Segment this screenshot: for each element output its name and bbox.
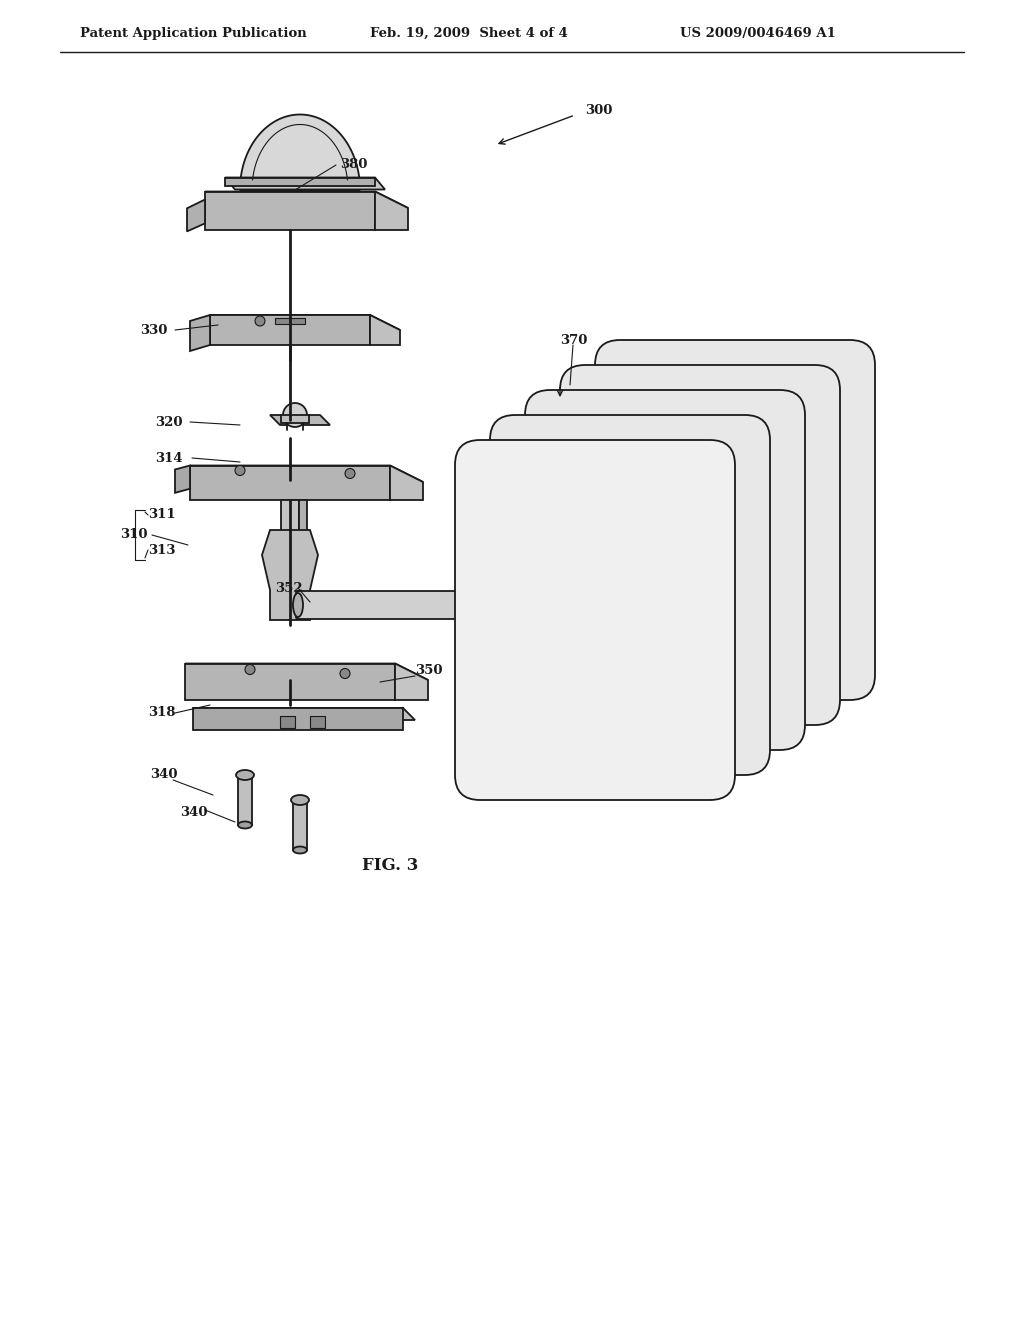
- Ellipse shape: [293, 593, 303, 616]
- Polygon shape: [185, 664, 428, 680]
- FancyBboxPatch shape: [560, 366, 840, 725]
- Polygon shape: [262, 531, 318, 620]
- Text: 380: 380: [340, 158, 368, 172]
- Polygon shape: [375, 191, 408, 230]
- Text: 310: 310: [120, 528, 147, 541]
- Ellipse shape: [238, 821, 252, 829]
- Polygon shape: [225, 177, 385, 190]
- Text: 370: 370: [560, 334, 588, 346]
- Text: FIG. 3: FIG. 3: [361, 857, 418, 874]
- Bar: [238, 775, 252, 825]
- Bar: [299, 500, 307, 540]
- Polygon shape: [210, 315, 370, 345]
- Text: 300: 300: [585, 103, 612, 116]
- Text: 313: 313: [148, 544, 175, 557]
- Ellipse shape: [291, 795, 309, 805]
- Text: 330: 330: [140, 323, 167, 337]
- Text: 350: 350: [415, 664, 442, 676]
- FancyBboxPatch shape: [595, 341, 874, 700]
- Text: 318: 318: [148, 706, 175, 719]
- Polygon shape: [210, 315, 400, 330]
- Polygon shape: [185, 664, 395, 700]
- Polygon shape: [240, 115, 360, 190]
- Polygon shape: [190, 466, 423, 482]
- Polygon shape: [270, 414, 330, 425]
- Bar: [280, 715, 295, 729]
- Text: Feb. 19, 2009  Sheet 4 of 4: Feb. 19, 2009 Sheet 4 of 4: [370, 26, 568, 40]
- Bar: [275, 318, 305, 323]
- FancyBboxPatch shape: [525, 389, 805, 750]
- Circle shape: [283, 403, 307, 426]
- Text: 340: 340: [150, 768, 177, 781]
- Polygon shape: [395, 664, 428, 700]
- FancyBboxPatch shape: [490, 414, 770, 775]
- Circle shape: [340, 668, 350, 678]
- Circle shape: [245, 664, 255, 675]
- Text: 352: 352: [275, 582, 303, 594]
- Bar: [310, 715, 325, 729]
- Text: 314: 314: [155, 451, 182, 465]
- Polygon shape: [390, 466, 423, 500]
- Polygon shape: [190, 466, 390, 500]
- Polygon shape: [175, 466, 190, 492]
- Text: 340: 340: [180, 805, 208, 818]
- Polygon shape: [187, 199, 205, 231]
- Polygon shape: [225, 177, 375, 186]
- Polygon shape: [193, 708, 403, 730]
- Polygon shape: [190, 315, 210, 351]
- Ellipse shape: [236, 770, 254, 780]
- Polygon shape: [370, 315, 400, 345]
- Text: 320: 320: [155, 416, 182, 429]
- Ellipse shape: [293, 846, 307, 854]
- Bar: [281, 500, 299, 540]
- Circle shape: [234, 466, 245, 475]
- FancyBboxPatch shape: [455, 440, 735, 800]
- Polygon shape: [205, 191, 375, 230]
- Circle shape: [255, 315, 265, 326]
- Ellipse shape: [465, 593, 475, 616]
- FancyBboxPatch shape: [296, 591, 472, 619]
- Circle shape: [345, 469, 355, 479]
- Text: Patent Application Publication: Patent Application Publication: [80, 26, 307, 40]
- Text: 311: 311: [148, 508, 176, 521]
- Polygon shape: [205, 191, 408, 209]
- Text: US 2009/0046469 A1: US 2009/0046469 A1: [680, 26, 836, 40]
- Polygon shape: [193, 708, 415, 719]
- Bar: [293, 800, 307, 850]
- Bar: [281, 414, 309, 422]
